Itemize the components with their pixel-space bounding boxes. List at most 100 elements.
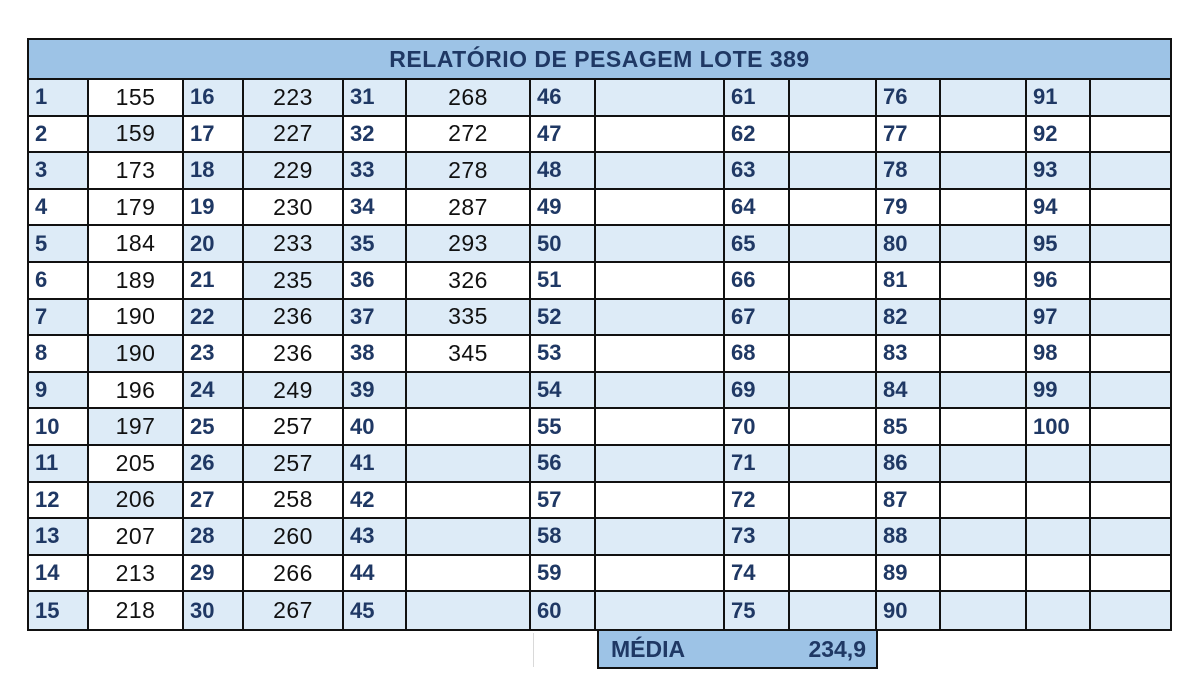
weight-cell bbox=[941, 80, 1027, 117]
item-number-cell: 66 bbox=[725, 262, 790, 300]
item-number-cell: 84 bbox=[877, 372, 941, 410]
weight-cell: 249 bbox=[244, 372, 344, 410]
weight-cell: 236 bbox=[244, 299, 344, 337]
item-number-cell: 8 bbox=[29, 336, 89, 373]
item-number-cell: 29 bbox=[184, 555, 244, 593]
weight-cell bbox=[1091, 409, 1170, 446]
item-number-cell: 47 bbox=[531, 116, 596, 154]
item-number-cell: 72 bbox=[725, 482, 790, 520]
weight-cell: 223 bbox=[244, 80, 344, 117]
weight-cell bbox=[1091, 80, 1170, 117]
weight-cell bbox=[596, 555, 725, 593]
weight-cell bbox=[941, 519, 1027, 556]
item-number-cell: 80 bbox=[877, 226, 941, 263]
item-number-cell: 18 bbox=[184, 153, 244, 190]
weight-cell bbox=[941, 299, 1027, 337]
item-number-cell: 1 bbox=[29, 80, 89, 117]
item-number-cell bbox=[1027, 482, 1091, 520]
item-number-cell: 20 bbox=[184, 226, 244, 263]
item-number-cell: 63 bbox=[725, 153, 790, 190]
weight-cell bbox=[1091, 445, 1170, 483]
item-number-cell: 27 bbox=[184, 482, 244, 520]
item-number-cell: 40 bbox=[344, 409, 407, 446]
item-number-cell: 95 bbox=[1027, 226, 1091, 263]
weight-cell bbox=[407, 555, 531, 593]
item-number-cell: 57 bbox=[531, 482, 596, 520]
item-number-cell: 67 bbox=[725, 299, 790, 337]
weight-cell bbox=[941, 372, 1027, 410]
weight-cell bbox=[1091, 556, 1170, 593]
item-number-cell: 91 bbox=[1027, 80, 1091, 117]
weight-cell bbox=[596, 519, 725, 556]
weight-cell bbox=[790, 262, 877, 300]
item-number-cell: 6 bbox=[29, 262, 89, 300]
item-number-cell: 58 bbox=[531, 519, 596, 556]
weight-cell: 197 bbox=[89, 409, 184, 446]
report-title: RELATÓRIO DE PESAGEM LOTE 389 bbox=[29, 40, 1170, 80]
weight-cell: 189 bbox=[89, 262, 184, 300]
item-number-cell: 88 bbox=[877, 519, 941, 556]
item-number-cell: 43 bbox=[344, 519, 407, 556]
item-number-cell: 83 bbox=[877, 336, 941, 373]
weight-cell bbox=[407, 592, 531, 629]
item-number-cell: 48 bbox=[531, 153, 596, 190]
item-number-cell: 44 bbox=[344, 555, 407, 593]
weight-cell: 257 bbox=[244, 445, 344, 483]
item-number-cell: 78 bbox=[877, 153, 941, 190]
item-number-cell: 68 bbox=[725, 336, 790, 373]
weight-cell: 218 bbox=[89, 592, 184, 629]
item-number-cell: 45 bbox=[344, 592, 407, 629]
weight-cell bbox=[1091, 226, 1170, 263]
item-number-cell: 2 bbox=[29, 116, 89, 154]
weight-cell: 155 bbox=[89, 80, 184, 117]
item-number-cell: 74 bbox=[725, 555, 790, 593]
average-label: MÉDIA bbox=[611, 635, 686, 662]
weight-cell bbox=[790, 336, 877, 373]
weight-cell bbox=[596, 226, 725, 263]
weight-cell bbox=[941, 336, 1027, 373]
item-number-cell: 65 bbox=[725, 226, 790, 263]
weight-cell bbox=[1091, 483, 1170, 520]
item-number-cell: 70 bbox=[725, 409, 790, 446]
item-number-cell: 42 bbox=[344, 482, 407, 520]
weight-cell: 236 bbox=[244, 336, 344, 373]
item-number-cell: 33 bbox=[344, 153, 407, 190]
weight-cell bbox=[407, 519, 531, 556]
weight-cell: 205 bbox=[89, 445, 184, 483]
weight-cell bbox=[790, 299, 877, 337]
weight-cell bbox=[941, 482, 1027, 520]
item-number-cell: 9 bbox=[29, 372, 89, 410]
weight-cell: 293 bbox=[407, 226, 531, 263]
weight-cell: 173 bbox=[89, 153, 184, 190]
weight-cell bbox=[407, 482, 531, 520]
weight-cell bbox=[790, 445, 877, 483]
item-number-cell: 53 bbox=[531, 336, 596, 373]
item-number-cell: 64 bbox=[725, 189, 790, 227]
item-number-cell: 16 bbox=[184, 80, 244, 117]
weight-cell: 213 bbox=[89, 555, 184, 593]
item-number-cell: 69 bbox=[725, 372, 790, 410]
item-number-cell: 60 bbox=[531, 592, 596, 629]
item-number-cell: 99 bbox=[1027, 372, 1091, 410]
weight-cell bbox=[407, 445, 531, 483]
item-number-cell: 51 bbox=[531, 262, 596, 300]
weight-cell: 190 bbox=[89, 336, 184, 373]
weight-cell bbox=[407, 409, 531, 446]
weight-cell bbox=[1091, 153, 1170, 190]
weight-cell bbox=[596, 372, 725, 410]
weight-cell bbox=[596, 189, 725, 227]
item-number-cell: 37 bbox=[344, 299, 407, 337]
weight-cell bbox=[596, 80, 725, 117]
weight-cell bbox=[941, 592, 1027, 629]
weight-cell bbox=[941, 153, 1027, 190]
item-number-cell: 79 bbox=[877, 189, 941, 227]
item-number-cell: 14 bbox=[29, 555, 89, 593]
weight-cell bbox=[941, 189, 1027, 227]
item-number-cell: 98 bbox=[1027, 336, 1091, 373]
weight-cell bbox=[596, 153, 725, 190]
item-number-cell: 31 bbox=[344, 80, 407, 117]
item-number-cell: 19 bbox=[184, 189, 244, 227]
item-number-cell: 38 bbox=[344, 336, 407, 373]
weight-cell: 190 bbox=[89, 299, 184, 337]
item-number-cell: 32 bbox=[344, 116, 407, 154]
